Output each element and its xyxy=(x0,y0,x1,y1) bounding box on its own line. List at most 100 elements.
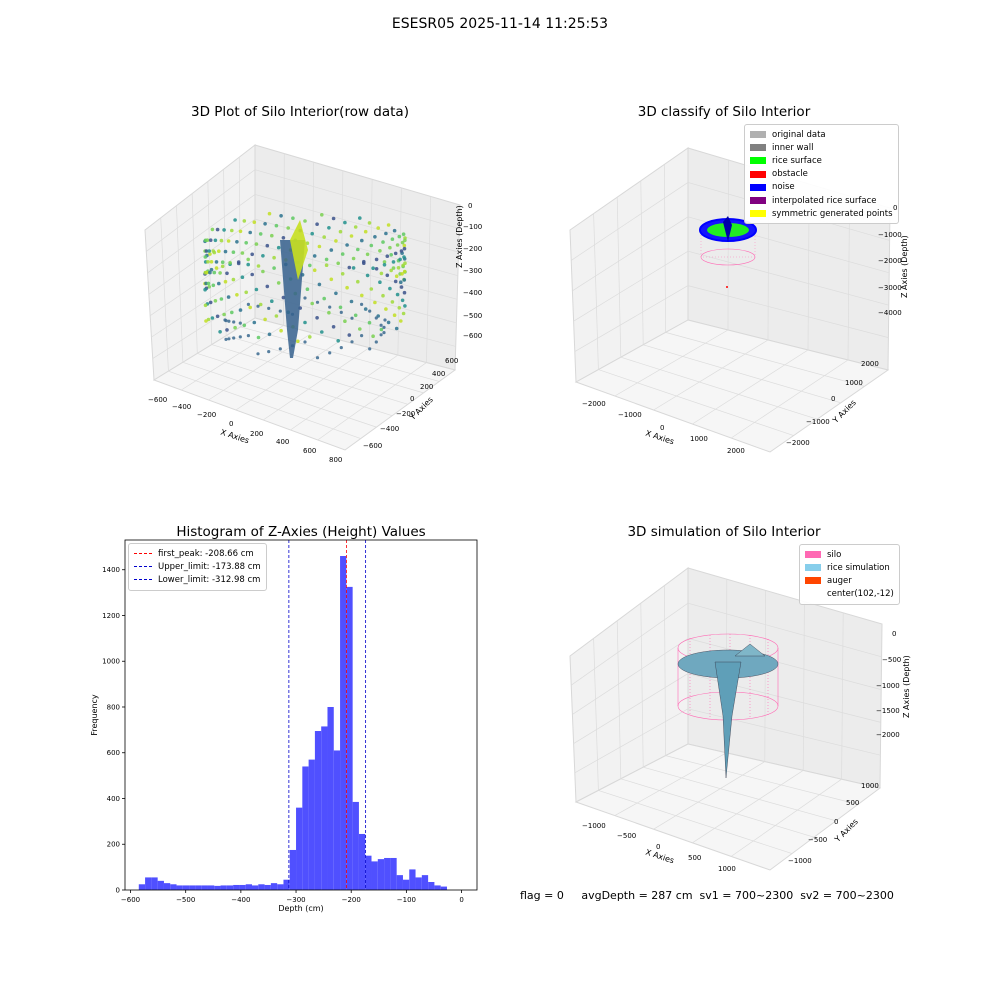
scatter-point xyxy=(276,245,281,250)
scatter-point xyxy=(400,240,405,245)
scatter-point xyxy=(376,226,380,230)
scatter-point xyxy=(278,309,282,313)
scatter-point xyxy=(258,232,263,236)
scatter-point xyxy=(398,257,402,262)
scatter-point xyxy=(204,319,208,323)
p2-xtick-1: −1000 xyxy=(618,411,642,419)
y-tick-label: 600 xyxy=(107,749,120,757)
scatter-point xyxy=(263,222,267,226)
scatter-point xyxy=(254,287,259,292)
legend-swatch xyxy=(805,591,821,598)
grid-line xyxy=(151,268,256,338)
histogram-bar xyxy=(270,883,278,890)
scatter-point xyxy=(339,346,343,350)
scatter-point xyxy=(208,238,213,242)
scatter-point xyxy=(365,273,370,278)
scatter-point xyxy=(400,298,405,303)
legend-label: center(102,-12) xyxy=(827,589,894,600)
scatter-point xyxy=(274,314,279,318)
scatter-point xyxy=(374,316,378,320)
histogram-bar xyxy=(264,884,271,890)
grid-line xyxy=(240,326,440,382)
p2-ztick-2: −2000 xyxy=(878,257,902,265)
panel2-title: 3D classify of Silo Interior xyxy=(637,104,811,120)
p1-ytick-2: −200 xyxy=(396,410,416,418)
grid-line xyxy=(687,638,882,690)
legend-label: noise xyxy=(772,182,795,193)
scatter-point xyxy=(267,332,272,337)
histogram-bar xyxy=(226,885,234,890)
histogram-bar xyxy=(289,849,297,890)
p4-ytick-4: 1000 xyxy=(861,782,879,790)
scatter-point xyxy=(403,238,407,243)
grid-line xyxy=(643,766,837,822)
scatter-point xyxy=(233,218,237,222)
scatter-point xyxy=(244,241,248,245)
scatter-point xyxy=(286,226,290,230)
scatter-point xyxy=(238,229,243,234)
legend-item: Lower_limit: -312.98 cm xyxy=(134,573,261,586)
histogram-bar xyxy=(233,884,240,890)
scatter-point xyxy=(317,244,322,249)
scatter-point xyxy=(267,211,272,216)
scatter-point xyxy=(388,245,392,250)
grid-line xyxy=(148,218,256,295)
scatter-point xyxy=(360,334,364,338)
p4-xtick-4: 1000 xyxy=(718,865,736,873)
status-footer: flag = 0 avgDepth = 287 cm sv1 = 700~230… xyxy=(520,889,894,902)
p4-xtick-3: 500 xyxy=(688,854,702,862)
scatter-point xyxy=(244,290,248,295)
scatter-point xyxy=(397,234,402,239)
scatter-point xyxy=(402,246,407,251)
scatter-point xyxy=(267,350,271,354)
scatter-point xyxy=(256,335,261,340)
scatter-point xyxy=(315,222,319,226)
grid-line xyxy=(665,332,865,387)
grid-line xyxy=(262,347,370,421)
scatter-point xyxy=(340,252,345,256)
scatter-point xyxy=(224,319,228,323)
scatter-point xyxy=(327,226,331,230)
histogram-bar xyxy=(384,857,391,890)
scatter-point xyxy=(315,316,319,320)
scatter-point xyxy=(215,314,220,319)
histogram-bar xyxy=(207,885,215,890)
scatter-point xyxy=(384,231,388,236)
grid-line xyxy=(397,187,402,356)
scatter-point xyxy=(220,260,225,264)
scatter-point xyxy=(360,238,364,243)
grid-line xyxy=(191,193,198,354)
x-tick-label: −200 xyxy=(342,896,361,904)
grid-line xyxy=(574,708,689,774)
histogram-bar xyxy=(321,726,328,890)
legend-swatch xyxy=(750,157,766,165)
scatter-point xyxy=(270,233,274,238)
scatter-point xyxy=(210,227,215,232)
grid-line xyxy=(211,344,408,405)
histogram-bar xyxy=(239,884,246,890)
scatter-point xyxy=(231,277,236,282)
histogram-bar xyxy=(302,766,309,890)
x-tick-label: −500 xyxy=(176,896,195,904)
legend-swatch xyxy=(750,144,766,152)
scatter-point xyxy=(386,223,391,227)
p1-ytick-3: 0 xyxy=(410,395,415,403)
p1-ytick-1: −400 xyxy=(380,425,400,433)
p1-xtick-4: 200 xyxy=(250,430,264,438)
p2-xtick-4: 2000 xyxy=(727,447,745,455)
legend-label: silo xyxy=(827,549,842,560)
legend-label: first_peak: -208.66 cm xyxy=(158,548,254,559)
scatter-point xyxy=(391,260,396,264)
legend-label: original data xyxy=(772,129,826,140)
p2-xtick-0: −2000 xyxy=(582,400,606,408)
scatter-point xyxy=(401,311,406,316)
histogram-bar xyxy=(371,861,378,890)
histogram-bar xyxy=(409,869,416,890)
scatter-point xyxy=(379,327,384,332)
histogram-bar xyxy=(258,884,265,890)
p2-xtick-3: 1000 xyxy=(690,435,708,443)
grid-line xyxy=(692,349,809,425)
p4-xtick-1: −500 xyxy=(617,832,637,840)
scatter-point xyxy=(265,284,270,289)
scatter-point xyxy=(276,281,281,285)
